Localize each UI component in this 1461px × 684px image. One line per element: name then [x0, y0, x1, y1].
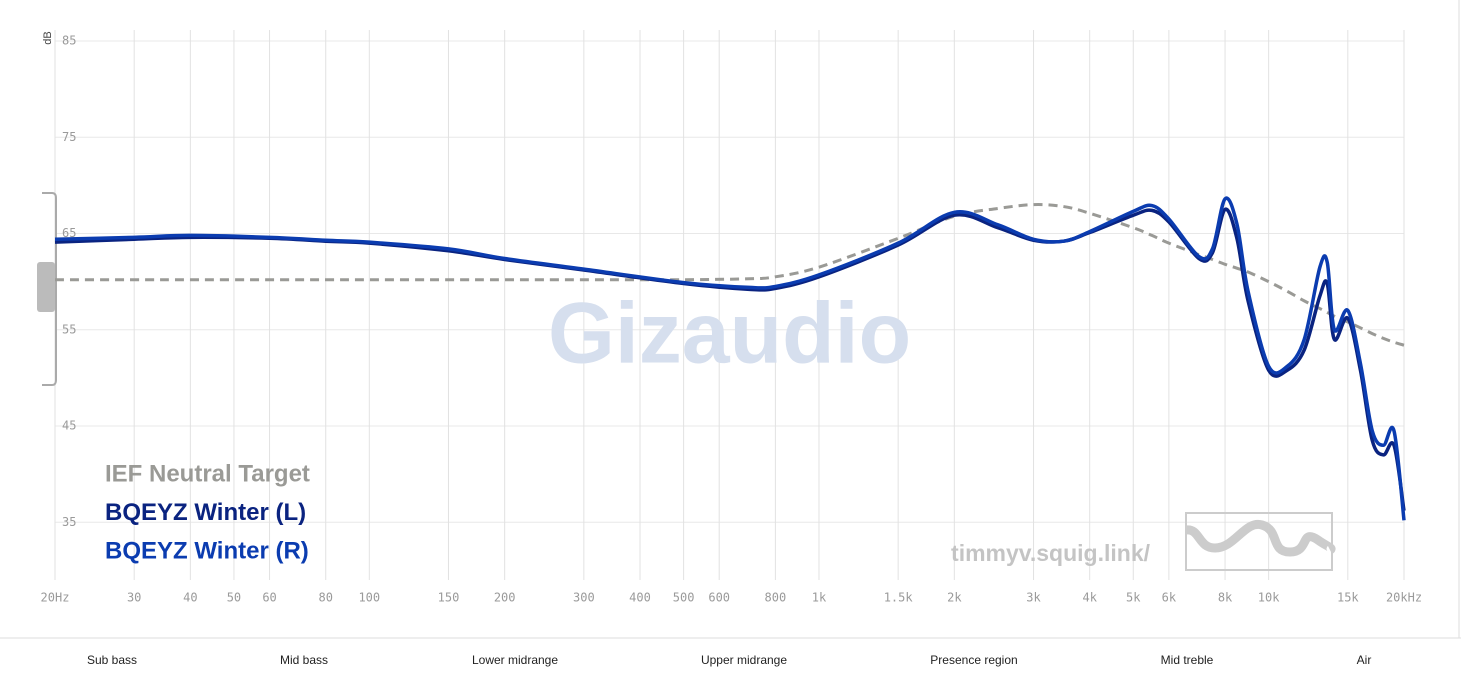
- band-label: Air: [1357, 653, 1372, 667]
- x-tick-label: 3k: [1026, 591, 1041, 605]
- x-tick-label: 40: [183, 591, 197, 605]
- x-tick-label: 80: [318, 591, 332, 605]
- x-tick-label: 1.5k: [884, 591, 914, 605]
- band-label: Mid bass: [280, 653, 328, 667]
- x-tick-label: 20kHz: [1386, 591, 1422, 605]
- x-tick-label: 10k: [1258, 591, 1280, 605]
- y-tick-label: 65: [62, 226, 76, 240]
- watermark: Gizaudio: [548, 286, 911, 382]
- x-tick-label: 2k: [947, 591, 962, 605]
- y-scaler: [37, 192, 57, 386]
- site-label: timmyv.squig.link/: [951, 540, 1151, 566]
- x-tick-label: 15k: [1337, 591, 1359, 605]
- x-tick-label: 100: [358, 591, 380, 605]
- x-tick-label: 300: [573, 591, 595, 605]
- x-tick-label: 600: [708, 591, 730, 605]
- x-tick-label: 60: [262, 591, 276, 605]
- x-tick-label: 200: [494, 591, 516, 605]
- x-tick-label: 6k: [1162, 591, 1177, 605]
- y-axis-title: dB: [42, 31, 54, 44]
- y-tick-label: 45: [62, 419, 76, 433]
- grid: [54, 30, 1405, 580]
- y-tick-label: 75: [62, 130, 76, 144]
- x-tick-label: 8k: [1218, 591, 1233, 605]
- legend-entry: IEF Neutral Target: [105, 460, 310, 487]
- logo-box: [1185, 512, 1336, 571]
- x-tick-label: 30: [127, 591, 141, 605]
- x-tick-label: 20Hz: [41, 591, 70, 605]
- x-tick-label: 50: [227, 591, 241, 605]
- band-label: Mid treble: [1161, 653, 1214, 667]
- x-tick-label: 800: [765, 591, 787, 605]
- x-tick-label: 4k: [1082, 591, 1097, 605]
- band-label: Sub bass: [87, 653, 137, 667]
- x-tick-label: 150: [438, 591, 460, 605]
- frequency-response-line: [54, 196, 1406, 521]
- x-tick-label: 400: [629, 591, 651, 605]
- y-tick-label: 35: [62, 515, 76, 529]
- legend-entry: BQEYZ Winter (R): [105, 537, 309, 564]
- y-tick-label: 85: [62, 34, 76, 48]
- x-tick-label: 500: [673, 591, 695, 605]
- y-tick-label: 55: [62, 322, 76, 336]
- band-label: Lower midrange: [472, 653, 558, 667]
- band-label: Upper midrange: [701, 653, 787, 667]
- legend-entry: BQEYZ Winter (L): [105, 499, 306, 526]
- band-label: Presence region: [930, 653, 1017, 667]
- x-tick-label: 5k: [1126, 591, 1141, 605]
- x-tick-label: 1k: [812, 591, 827, 605]
